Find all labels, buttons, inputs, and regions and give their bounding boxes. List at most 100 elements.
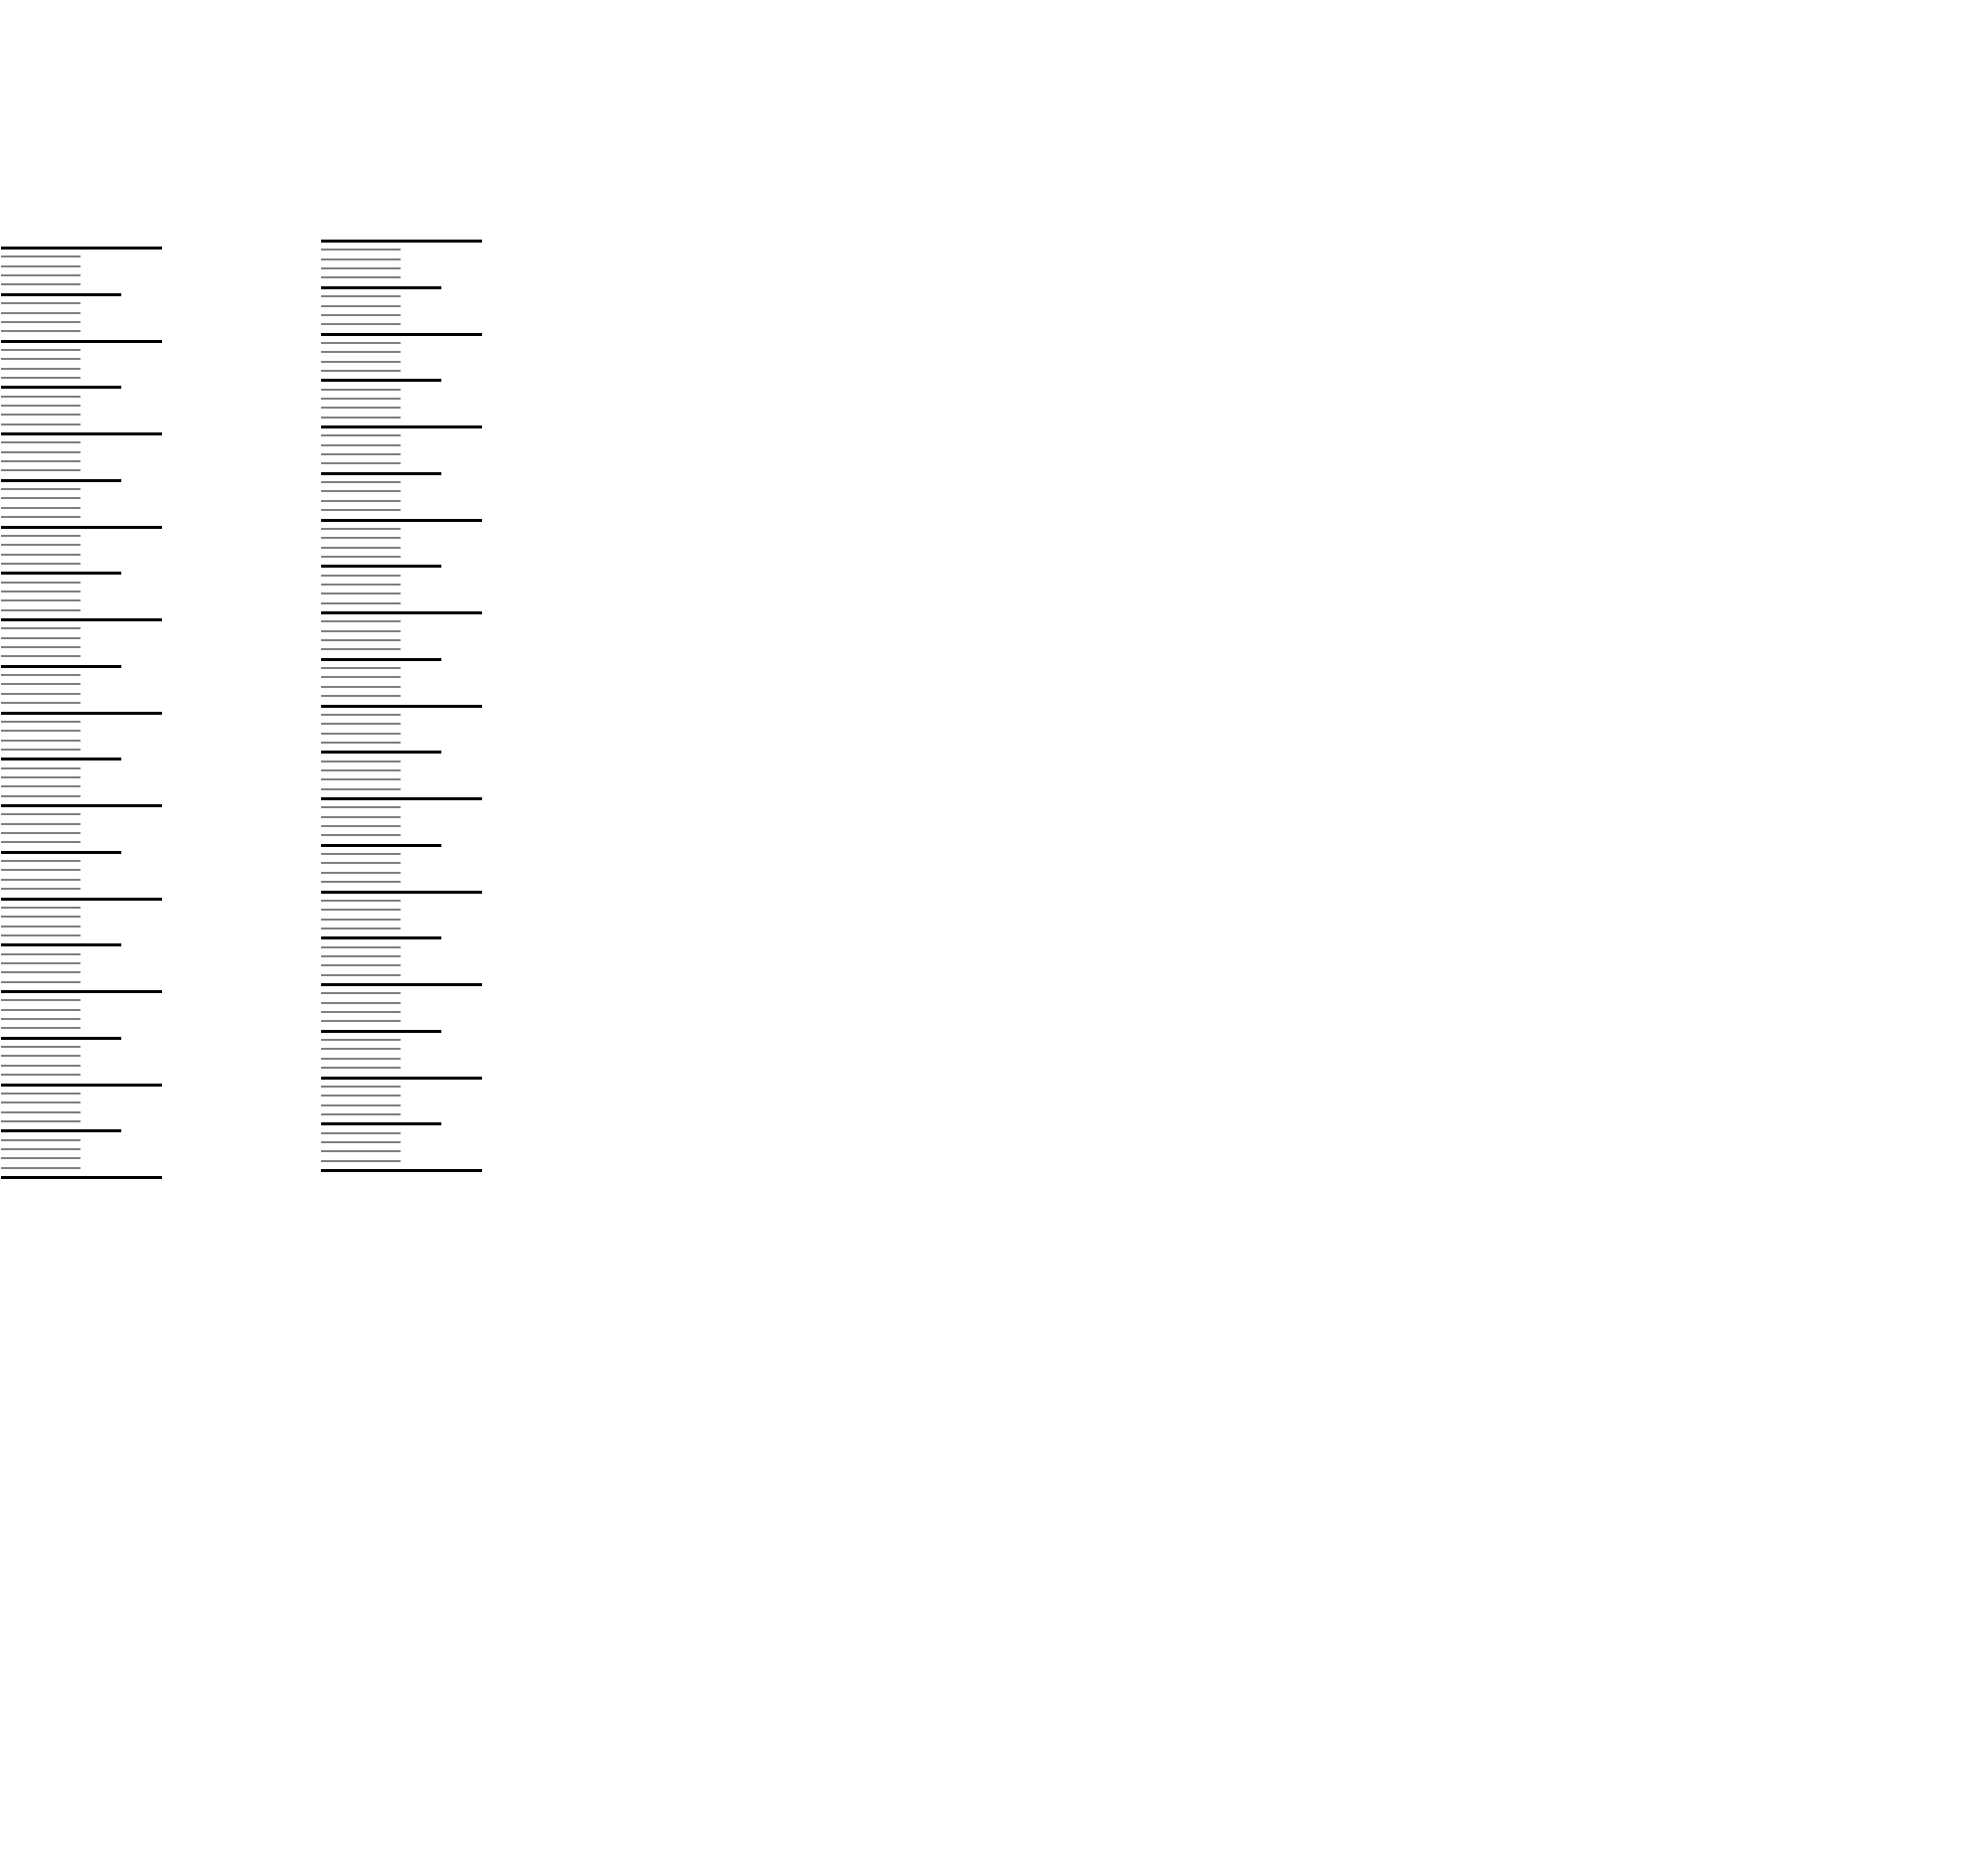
minor-tick bbox=[1, 1055, 81, 1058]
minor-tick bbox=[1, 1064, 81, 1067]
minor-tick bbox=[321, 1159, 401, 1162]
minor-tick bbox=[1, 274, 81, 276]
minor-tick bbox=[321, 267, 401, 269]
minor-tick bbox=[321, 713, 401, 716]
minor-tick bbox=[1, 534, 81, 537]
minor-tick bbox=[321, 881, 401, 884]
minor-tick bbox=[1, 1138, 81, 1141]
minor-tick bbox=[1, 330, 81, 333]
minor-tick bbox=[1, 766, 81, 769]
minor-tick bbox=[1, 1008, 81, 1011]
minor-tick bbox=[321, 806, 401, 809]
minor-tick bbox=[321, 778, 401, 781]
minor-tick bbox=[321, 1001, 401, 1004]
minor-tick bbox=[321, 1048, 401, 1051]
minor-tick bbox=[1, 1046, 81, 1049]
minor-tick bbox=[1, 562, 81, 565]
minor-tick bbox=[321, 667, 401, 670]
minor-tick bbox=[321, 555, 401, 558]
minor-tick bbox=[1, 933, 81, 936]
minor-tick bbox=[1, 925, 81, 928]
minor-tick bbox=[321, 574, 401, 577]
major-tick bbox=[321, 1169, 482, 1172]
major-tick bbox=[321, 797, 482, 800]
major-tick bbox=[321, 1076, 482, 1080]
minor-tick bbox=[321, 1150, 401, 1153]
minor-tick bbox=[1, 692, 81, 695]
mid-tick bbox=[1, 292, 121, 296]
minor-tick bbox=[321, 407, 401, 410]
minor-tick bbox=[321, 313, 401, 316]
minor-tick bbox=[321, 304, 401, 307]
minor-tick bbox=[321, 249, 401, 252]
minor-tick bbox=[321, 676, 401, 679]
minor-tick bbox=[1, 544, 81, 547]
minor-tick bbox=[1, 422, 81, 425]
major-tick bbox=[321, 332, 482, 336]
minor-tick bbox=[321, 490, 401, 493]
minor-tick bbox=[1, 590, 81, 592]
minor-tick bbox=[1, 311, 81, 314]
minor-tick bbox=[1, 348, 81, 351]
major-tick bbox=[1, 897, 162, 901]
minor-tick bbox=[1, 674, 81, 677]
minor-tick bbox=[321, 295, 401, 298]
minor-tick bbox=[1, 961, 81, 964]
minor-tick bbox=[1, 450, 81, 453]
minor-tick bbox=[321, 862, 401, 865]
minor-tick bbox=[321, 853, 401, 856]
minor-tick bbox=[321, 443, 401, 446]
minor-tick bbox=[321, 509, 401, 512]
major-tick bbox=[321, 240, 482, 243]
minor-tick bbox=[1, 506, 81, 509]
mid-tick bbox=[1, 478, 121, 482]
mid-tick bbox=[321, 285, 441, 289]
minor-tick bbox=[1, 683, 81, 686]
minor-tick bbox=[1, 553, 81, 556]
minor-tick bbox=[321, 481, 401, 484]
minor-tick bbox=[321, 909, 401, 912]
minor-tick bbox=[1, 376, 81, 379]
major-tick bbox=[1, 1176, 162, 1179]
minor-tick bbox=[321, 462, 401, 465]
minor-tick bbox=[321, 1103, 401, 1106]
major-tick bbox=[1, 247, 162, 250]
minor-tick bbox=[1, 516, 81, 519]
minor-tick bbox=[1, 916, 81, 919]
minor-tick bbox=[1, 1166, 81, 1169]
minor-tick bbox=[1, 841, 81, 844]
minor-tick bbox=[321, 527, 401, 530]
minor-tick bbox=[321, 416, 401, 419]
minor-tick bbox=[321, 760, 401, 762]
minor-tick bbox=[1, 581, 81, 584]
minor-tick bbox=[321, 768, 401, 771]
minor-tick bbox=[1, 860, 81, 863]
minor-tick bbox=[321, 397, 401, 400]
minor-tick bbox=[1, 775, 81, 778]
minor-tick bbox=[1, 952, 81, 955]
minor-tick bbox=[1, 822, 81, 825]
minor-tick bbox=[1, 906, 81, 909]
minor-tick bbox=[321, 1095, 401, 1098]
major-tick bbox=[321, 611, 482, 614]
minor-tick bbox=[321, 1020, 401, 1023]
minor-tick bbox=[321, 1067, 401, 1070]
minor-tick bbox=[1, 878, 81, 881]
mid-tick bbox=[1, 850, 121, 854]
minor-tick bbox=[321, 369, 401, 372]
minor-tick bbox=[1, 748, 81, 751]
minor-tick bbox=[321, 992, 401, 995]
major-tick bbox=[321, 983, 482, 986]
major-tick bbox=[321, 518, 482, 522]
minor-tick bbox=[1, 302, 81, 305]
minor-tick bbox=[1, 888, 81, 891]
mid-tick bbox=[1, 664, 121, 668]
minor-tick bbox=[1, 367, 81, 370]
minor-tick bbox=[1, 283, 81, 286]
minor-tick bbox=[321, 899, 401, 902]
minor-tick bbox=[1, 832, 81, 834]
mid-tick bbox=[321, 379, 441, 383]
mid-tick bbox=[1, 943, 121, 947]
minor-tick bbox=[1, 1101, 81, 1104]
minor-tick bbox=[321, 341, 401, 344]
